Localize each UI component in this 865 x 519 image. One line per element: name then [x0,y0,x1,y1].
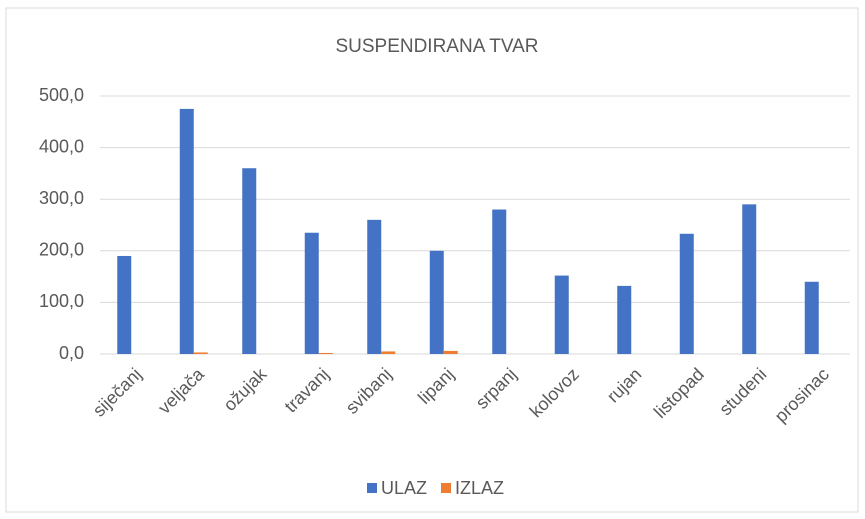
bar [304,232,319,354]
bar [742,204,757,354]
bar [179,108,194,355]
bar [318,352,333,354]
y-tick-label: 0,0 [59,343,84,363]
chart-title: SUSPENDIRANA TVAR [335,36,538,57]
bar [679,233,694,354]
y-tick-label: 500,0 [39,85,84,105]
bar [429,250,444,354]
legend-label: IZLAZ [455,478,504,498]
legend-label: ULAZ [381,478,427,498]
legend-swatch [441,483,452,493]
bar [381,351,396,354]
bar [617,285,632,354]
y-tick-label: 200,0 [39,240,84,260]
bar [117,255,132,354]
bar [554,275,569,354]
bar [193,352,208,354]
y-tick-label: 400,0 [39,136,84,156]
bar [492,209,507,354]
bar [242,168,257,354]
y-tick-label: 100,0 [39,291,84,311]
bar [804,281,819,354]
legend-swatch [367,483,377,493]
bar [367,219,382,354]
bar [443,350,458,354]
y-tick-label: 300,0 [39,188,84,208]
